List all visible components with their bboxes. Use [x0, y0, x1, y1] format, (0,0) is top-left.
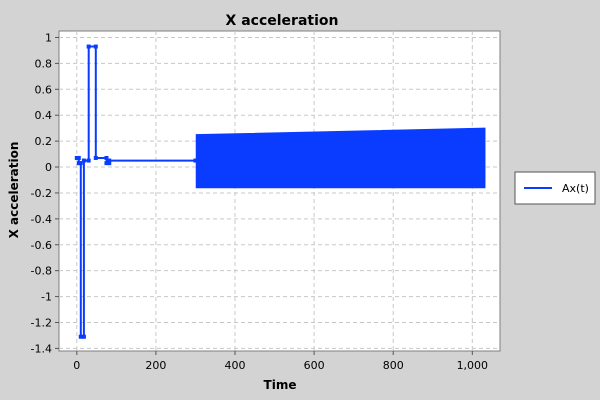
legend: Ax(t) — [514, 171, 596, 205]
y-tick-label: 0 — [45, 161, 52, 174]
y-tick-label: 0.4 — [35, 109, 53, 122]
y-tick-label: -1.4 — [31, 342, 52, 355]
data-point — [93, 155, 98, 160]
x-axis-label: Time — [264, 378, 297, 392]
series-layer — [74, 44, 486, 339]
y-tick-label: 0.8 — [35, 57, 53, 70]
legend-label-ax: Ax(t) — [562, 182, 589, 195]
grid-layer — [59, 31, 500, 351]
x-axis: 0 200 400 600 800 1,000 — [73, 351, 488, 372]
x-tick-label: 400 — [225, 359, 246, 372]
x-tick-label: 800 — [383, 359, 404, 372]
data-point — [107, 161, 112, 166]
data-point — [78, 161, 83, 166]
chart-title: X acceleration — [226, 13, 339, 29]
x-tick-label: 600 — [304, 359, 325, 372]
x-tick-label: 1,000 — [457, 359, 489, 372]
y-tick-label: -0.6 — [31, 239, 52, 252]
y-tick-label: 1 — [45, 31, 52, 44]
data-point — [78, 334, 83, 339]
y-tick-label: -0.4 — [31, 213, 52, 226]
x-tick-label: 200 — [145, 359, 166, 372]
y-tick-label: 0.2 — [35, 135, 53, 148]
data-point — [86, 158, 91, 163]
y-tick-label: -0.8 — [31, 265, 52, 278]
y-axis: 1 0.8 0.6 0.4 0.2 0 -0.2 -0.4 -0.6 -0.8 -1 -1.2 -1.4 — [31, 31, 59, 355]
data-point — [86, 44, 91, 49]
data-point — [104, 161, 109, 166]
data-point — [81, 334, 86, 339]
data-point — [93, 44, 98, 49]
plot-area — [58, 30, 501, 352]
x-tick-label: 0 — [73, 359, 80, 372]
y-tick-label: -1 — [41, 291, 52, 304]
data-point — [107, 158, 112, 163]
data-point — [104, 155, 109, 160]
series-oscillation-ax — [195, 127, 486, 189]
y-tick-label: 0.6 — [35, 83, 53, 96]
data-point — [76, 155, 81, 160]
data-point — [81, 158, 86, 163]
y-tick-label: -1.2 — [31, 316, 52, 329]
data-point — [193, 158, 198, 163]
y-tick-label: -0.2 — [31, 187, 52, 200]
y-axis-label: X acceleration — [7, 142, 21, 239]
